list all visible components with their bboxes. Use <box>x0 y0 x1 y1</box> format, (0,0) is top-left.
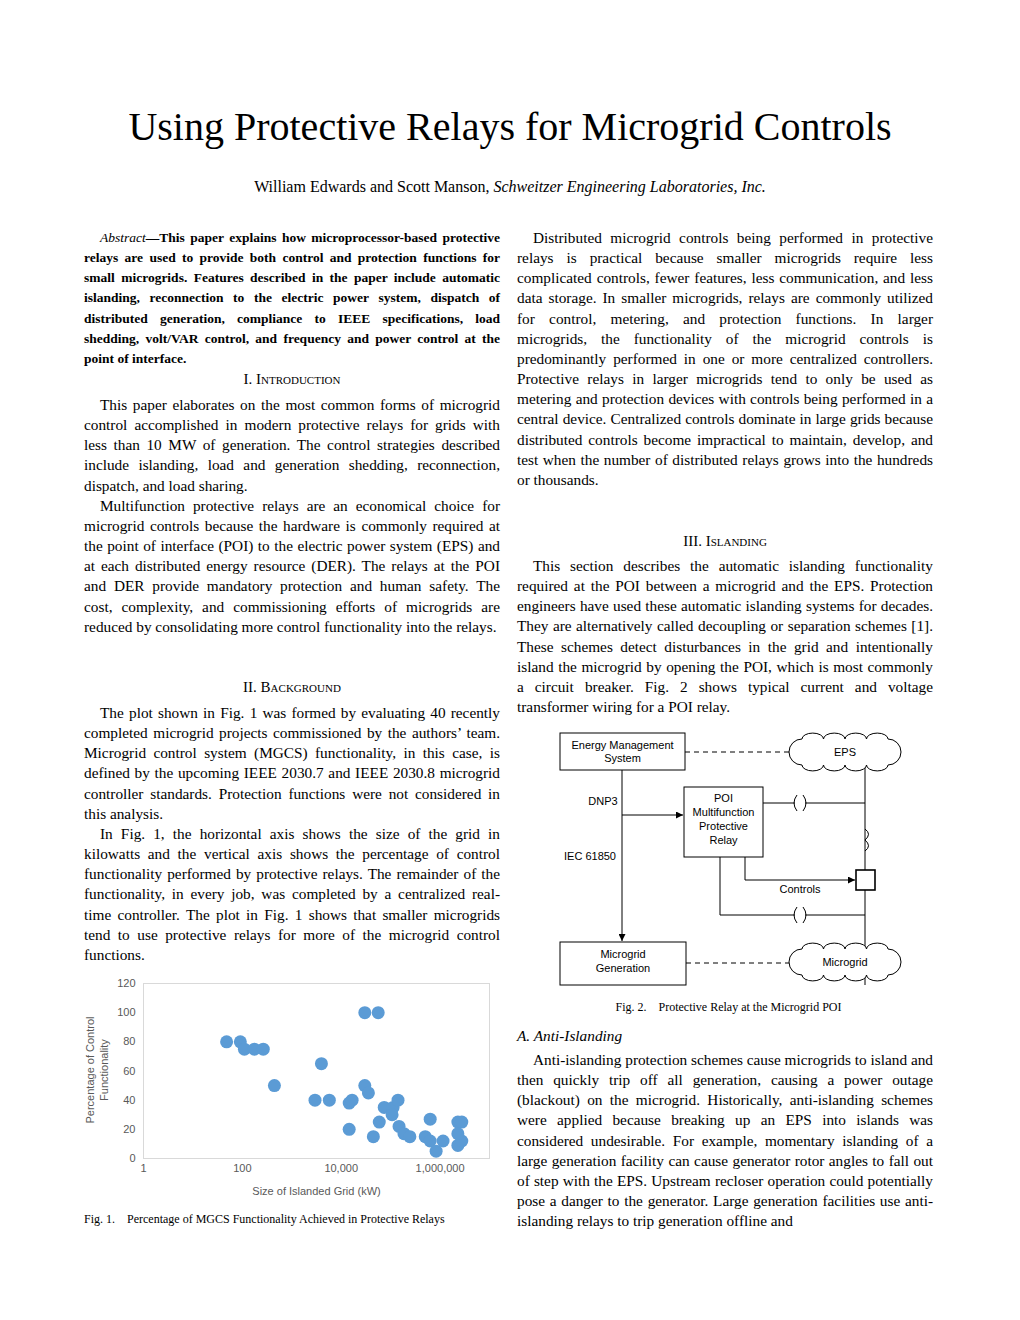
html-text:A. Anti-Islanding: A. Anti-Islanding <box>517 1027 623 1044</box>
svg-text:Protective: Protective <box>699 820 748 832</box>
html-text:I. Introduction: I. Introduction <box>243 371 341 387</box>
html-text:Percentage of MGCS Functionali: Percentage of MGCS Functionality Achieve… <box>127 1212 445 1226</box>
html-text:In Fig. 1, the horizontal axis: In Fig. 1, the horizontal axis shows the… <box>84 824 500 963</box>
html-text:Anti-islanding protection sche: Anti-islanding protection schemes cause … <box>517 1051 933 1230</box>
svg-text:40: 40 <box>123 1094 135 1106</box>
svg-text:1,000,000: 1,000,000 <box>416 1162 465 1174</box>
svg-text:System: System <box>604 752 641 764</box>
svg-text:Microgrid: Microgrid <box>600 948 645 960</box>
html-text:II. Background: II. Background <box>243 679 341 695</box>
svg-text:Relay: Relay <box>709 834 738 846</box>
svg-text:20: 20 <box>123 1123 135 1135</box>
svg-text:100: 100 <box>233 1162 251 1174</box>
svg-text:Size of Islanded Grid (kW): Size of Islanded Grid (kW) <box>252 1185 380 1197</box>
html-text:Percentage of Control Function: Percentage of Control Functionality <box>84 1016 110 1124</box>
svg-text:60: 60 <box>123 1065 135 1077</box>
html-text:Using Protective Relays for Mi: Using Protective Relays for Microgrid Co… <box>128 104 892 149</box>
svg-text:120: 120 <box>117 977 135 989</box>
html-text:III. Islanding: III. Islanding <box>683 533 767 549</box>
svg-text:Multifunction: Multifunction <box>693 806 755 818</box>
svg-text:Generation: Generation <box>596 962 650 974</box>
svg-text:DNP3: DNP3 <box>588 795 617 807</box>
html-text:Multifunction protective relay: Multifunction protective relays are an e… <box>84 496 500 635</box>
svg-text:Controls: Controls <box>780 883 821 895</box>
svg-text:POI: POI <box>714 792 733 804</box>
html-text:William Edwards and Scott Mans: William Edwards and Scott Manson, Schwei… <box>254 178 766 195</box>
html-text:This section describes the aut: This section describes the automatic isl… <box>517 557 933 716</box>
html-text:This paper elaborates on the m: This paper elaborates on the most common… <box>84 396 500 494</box>
svg-text:80: 80 <box>123 1035 135 1047</box>
html-text:Fig. 2.: Fig. 2. <box>615 1000 647 1014</box>
html-text:Protective Relay at the Microg: Protective Relay at the Microgrid POI <box>658 1000 842 1014</box>
svg-text:Energy Management: Energy Management <box>571 739 673 751</box>
html-text:Distributed microgrid controls: Distributed microgrid controls being per… <box>517 229 933 488</box>
svg-text:0: 0 <box>129 1152 135 1164</box>
html-text:Fig. 1.: Fig. 1. <box>84 1212 115 1226</box>
svg-text:Microgrid: Microgrid <box>822 956 867 968</box>
svg-text:1: 1 <box>140 1162 146 1174</box>
svg-text:IEC 61850: IEC 61850 <box>564 850 616 862</box>
svg-text:EPS: EPS <box>834 746 856 758</box>
html-text:Abstract —This paper explains: Abstract —This paper explains how microp… <box>84 230 500 366</box>
svg-text:100: 100 <box>117 1006 135 1018</box>
svg-text:10,000: 10,000 <box>324 1162 358 1174</box>
html-text:The plot shown in Fig. 1 was f: The plot shown in Fig. 1 was formed by e… <box>84 704 500 822</box>
